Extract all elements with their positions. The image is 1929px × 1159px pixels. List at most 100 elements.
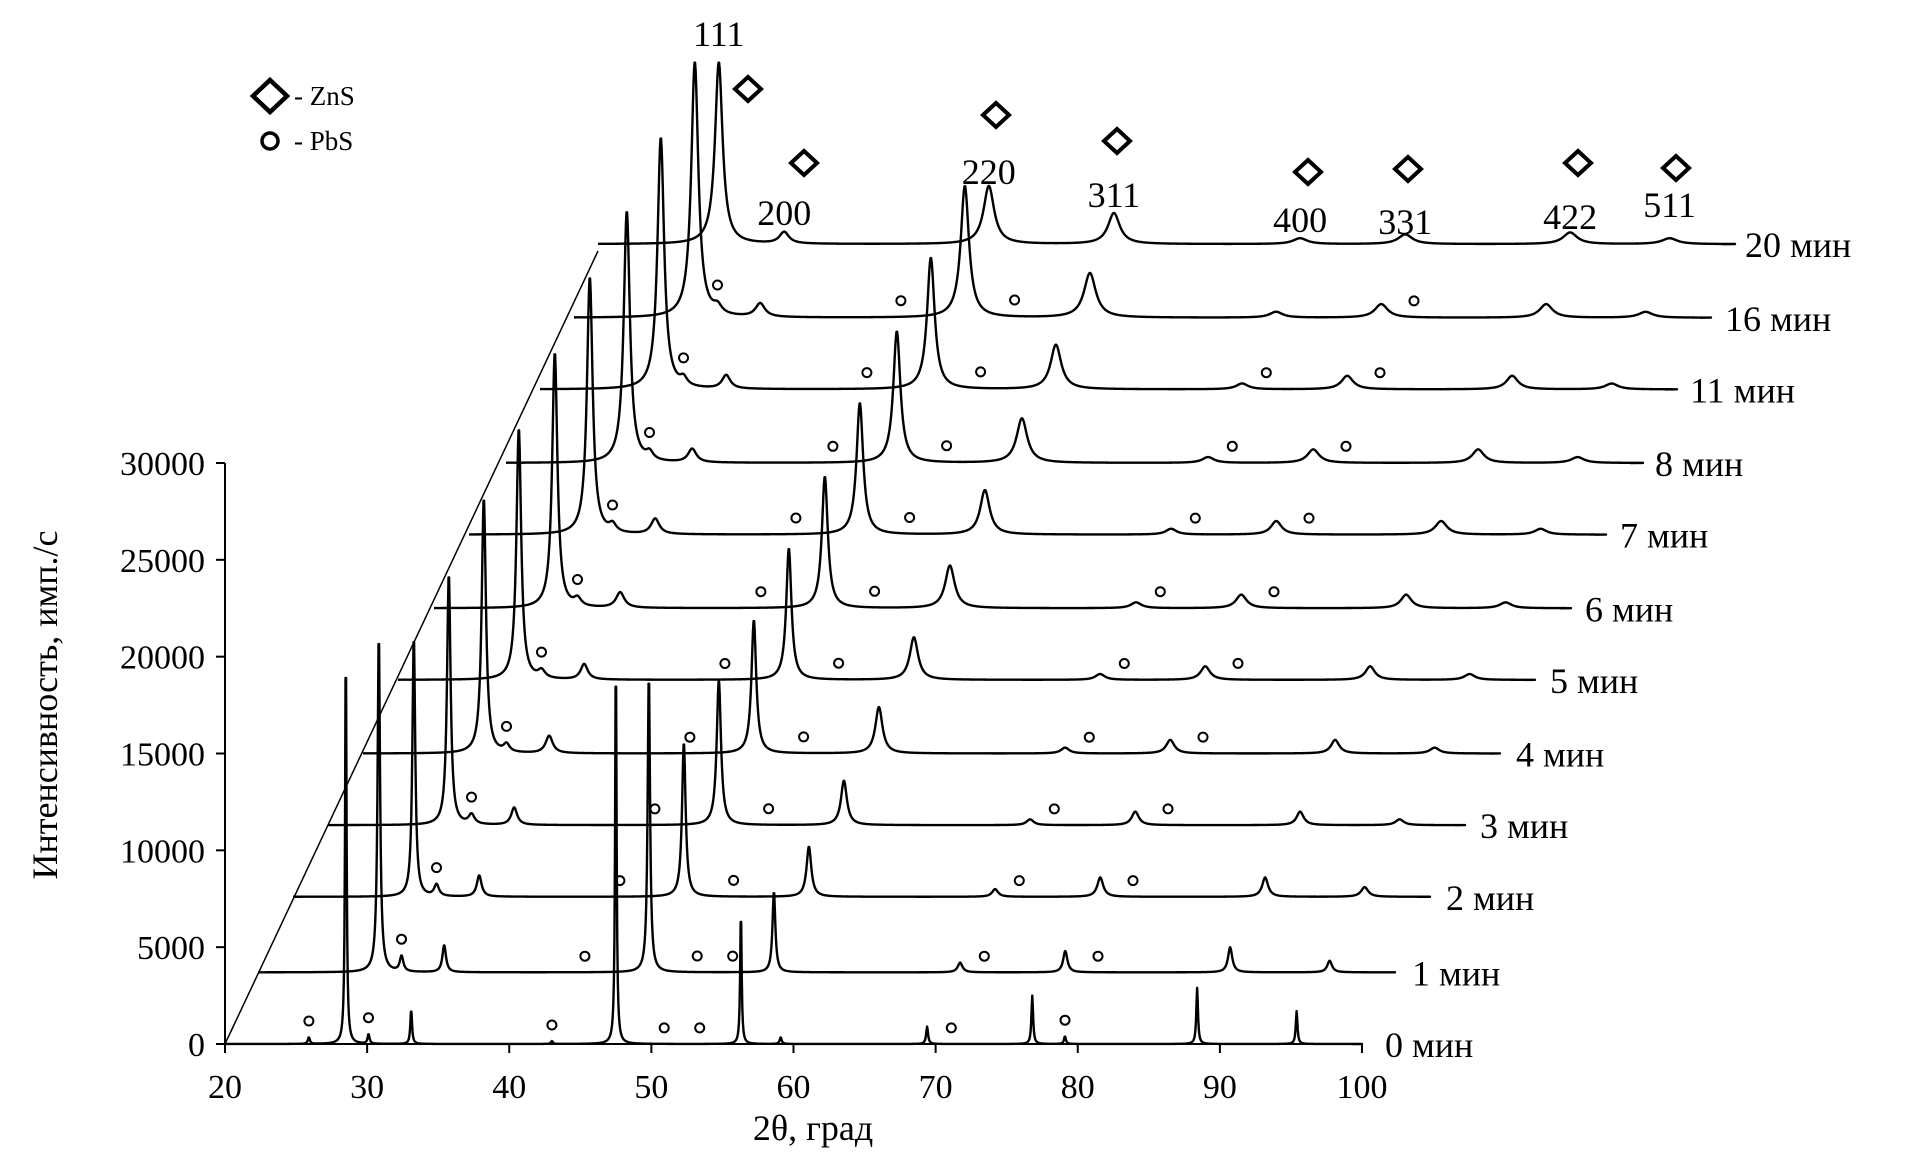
zns-diamond-icon (788, 148, 820, 178)
series-line (539, 137, 1679, 391)
x-tick-label: 100 (1337, 1069, 1388, 1106)
pbs-marker (1127, 875, 1139, 887)
pbs-marker (1154, 586, 1166, 598)
pbs-marker (658, 1022, 670, 1034)
legend-circle-icon (260, 131, 280, 151)
y-tick-label: 20000 (120, 640, 205, 677)
pbs-marker (396, 933, 407, 945)
series-line (397, 429, 1537, 682)
series-label: 16 мин (1725, 299, 1831, 339)
pbs-marker (607, 499, 618, 511)
pbs-marker (546, 1019, 558, 1031)
pbs-marker (904, 512, 916, 523)
y-tick-label: 5000 (137, 930, 205, 967)
pbs-markers (303, 279, 1420, 1034)
series-label: 2 мин (1446, 878, 1534, 918)
y-tick-label: 15000 (120, 737, 205, 774)
pbs-marker (827, 440, 839, 452)
pbs-marker (579, 950, 591, 962)
pbs-marker (1162, 803, 1174, 815)
pbs-marker (684, 731, 696, 743)
pbs-marker (649, 803, 661, 815)
x-tick-label: 80 (1061, 1069, 1095, 1106)
pbs-marker (945, 1022, 957, 1034)
pbs-marker (1009, 294, 1021, 306)
series-group: 0 мин 1 мин 2 мин 3 мин 4 мин 5 мин 6 мин 7 мин… (224, 61, 1851, 1065)
series-label: 4 мин (1516, 735, 1604, 775)
depth-diagonal (224, 250, 599, 1045)
pbs-marker (1118, 658, 1130, 669)
x-tick-label: 20 (208, 1069, 242, 1106)
series-line (224, 676, 1364, 1046)
pbs-marker (691, 950, 703, 962)
x-tick-label: 70 (919, 1069, 953, 1106)
series-line (257, 642, 1397, 974)
pbs-marker (536, 646, 547, 658)
series-label: 11 мин (1690, 370, 1795, 410)
pbs-marker (755, 586, 767, 598)
zns-diamond-icon (980, 100, 1012, 130)
x-axis-label: 2θ, град (753, 1108, 873, 1148)
pbs-marker (1268, 586, 1280, 598)
pbs-marker (1226, 440, 1238, 452)
legend-zns-label: - ZnS (294, 81, 355, 111)
pbs-marker (978, 950, 990, 962)
pbs-marker (1303, 512, 1315, 524)
pbs-marker (1374, 367, 1386, 379)
pbs-marker (1408, 295, 1420, 307)
legend-pbs-label: - PbS (294, 126, 353, 156)
pbs-marker (763, 803, 775, 815)
hkl-label: 200 (757, 193, 811, 233)
hkl-label: 511 (1643, 185, 1696, 225)
pbs-marker (975, 366, 987, 378)
pbs-marker (727, 950, 739, 962)
y-tick-label: 0 (188, 1027, 205, 1064)
y-tick-label: 10000 (120, 833, 205, 870)
x-tick-label: 30 (350, 1069, 384, 1106)
pbs-marker (1092, 950, 1104, 962)
y-tick-label: 30000 (120, 446, 205, 483)
x-tick-label: 90 (1203, 1069, 1237, 1106)
zns-diamond-icon (1660, 153, 1692, 183)
x-tick-label: 40 (492, 1069, 526, 1106)
pbs-marker (1197, 731, 1209, 743)
series-label: 8 мин (1655, 444, 1743, 484)
x-tick-label: 50 (634, 1069, 668, 1106)
pbs-marker (1083, 731, 1095, 743)
series-label: 20 мин (1745, 225, 1851, 265)
series-line (327, 576, 1467, 827)
pbs-marker (790, 512, 802, 524)
pbs-marker (1189, 512, 1201, 524)
series-label: 3 мин (1480, 806, 1568, 846)
pbs-marker (501, 720, 512, 732)
pbs-marker (431, 862, 442, 874)
series-line (597, 61, 1737, 246)
hkl-label: 220 (962, 152, 1016, 192)
pbs-marker (644, 427, 655, 438)
series-line (468, 277, 1608, 536)
y-axis-label: Интенсивность, имп./с (25, 530, 65, 879)
series-label: 0 мин (1385, 1025, 1473, 1065)
series-label: 1 мин (1412, 953, 1500, 993)
pbs-marker (694, 1022, 706, 1034)
pbs-marker (869, 585, 881, 597)
y-tick-label: 25000 (120, 543, 205, 580)
pbs-marker (363, 1012, 374, 1024)
hkl-label: 422 (1543, 197, 1597, 237)
series-line (573, 61, 1713, 319)
pbs-marker (712, 279, 723, 291)
zns-reflections: 111 200 220 311 400 331 422 511 (693, 14, 1696, 242)
pbs-marker (572, 574, 583, 585)
pbs-marker (466, 791, 477, 803)
pbs-marker (861, 367, 873, 379)
hkl-label: 111 (693, 14, 744, 54)
series-line (433, 353, 1573, 610)
axis-ticks: 20 30 40 50 60 70 80 90 100 0 5000 10000 15000 20000 2… (120, 446, 1388, 1106)
legend: - ZnS - PbS (249, 76, 355, 156)
zns-diamond-icon (1101, 126, 1133, 156)
zns-diamond-icon (1292, 157, 1324, 187)
pbs-marker (798, 731, 810, 743)
pbs-marker (895, 295, 907, 307)
series-label: 7 мин (1620, 516, 1708, 556)
